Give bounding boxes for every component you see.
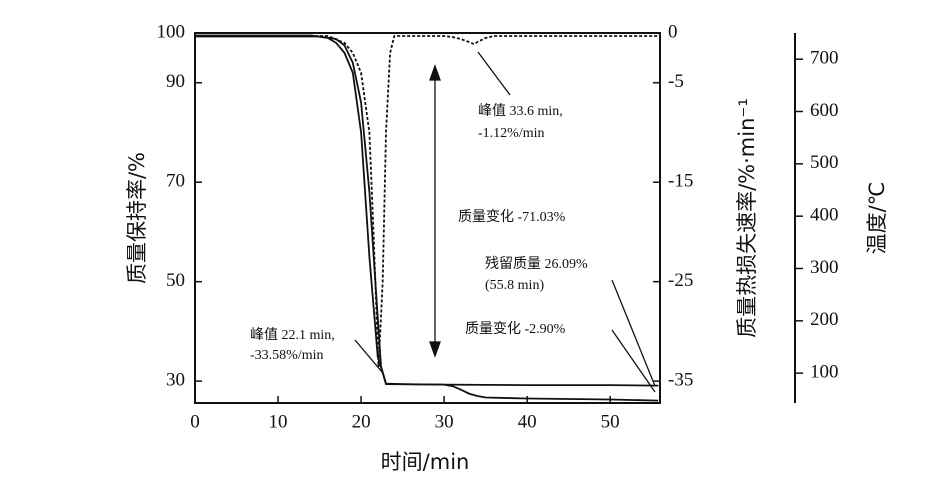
y3-tick-label: 500 [810,152,839,173]
y2-tick-label: -5 [668,71,684,92]
annotation-lines [354,51,656,393]
annotation: 峰值 22.1 min, [250,327,335,343]
y-tick-label: 70 [166,171,185,192]
x-tick-label: 20 [352,411,371,432]
y-tick-label: 100 [157,21,186,42]
series-line [195,35,659,387]
y-tick-label: 90 [166,71,185,92]
x-tick-label: 50 [601,411,620,432]
series-line [195,35,660,368]
series-line [195,34,659,402]
y2-tick-label: -25 [668,270,693,291]
y3-tick-label: 700 [810,48,839,69]
x-axis-label: 时间/min [381,450,470,474]
annotation: 峰值 33.6 min, [478,103,563,119]
annotation: 质量变化 -2.90% [465,321,566,337]
y3-tick-label: 400 [810,205,839,226]
y3-tick-label: 100 [810,362,839,383]
annotation: 残留质量 26.09% [485,256,588,272]
x-tick-label: 30 [435,411,454,432]
y3-tick-label: 200 [810,309,839,330]
plot-frame [194,32,661,404]
x-tick-label: 10 [269,411,288,432]
annotation: -1.12%/min [478,126,545,141]
x-tick-label: 40 [518,411,537,432]
y2-axis-label: 质量热损失速率/%·min⁻¹ [735,98,759,338]
annotation: -33.58%/min [250,348,324,363]
y3-tick-label: 600 [810,100,839,121]
y-tick-label: 30 [166,369,185,390]
y-axis-label: 质量保持率/% [125,152,149,284]
y2-tick-label: -15 [668,171,693,192]
annotation: 质量变化 -71.03% [458,209,566,225]
y2-tick-label: -35 [668,369,693,390]
y3-axis-label: 温度/℃ [865,182,889,255]
y-tick-label: 50 [166,270,185,291]
y2-tick-label: 0 [668,21,678,42]
x-tick-label: 0 [190,411,200,432]
annotation: (55.8 min) [485,278,544,293]
y3-tick-label: 300 [810,257,839,278]
